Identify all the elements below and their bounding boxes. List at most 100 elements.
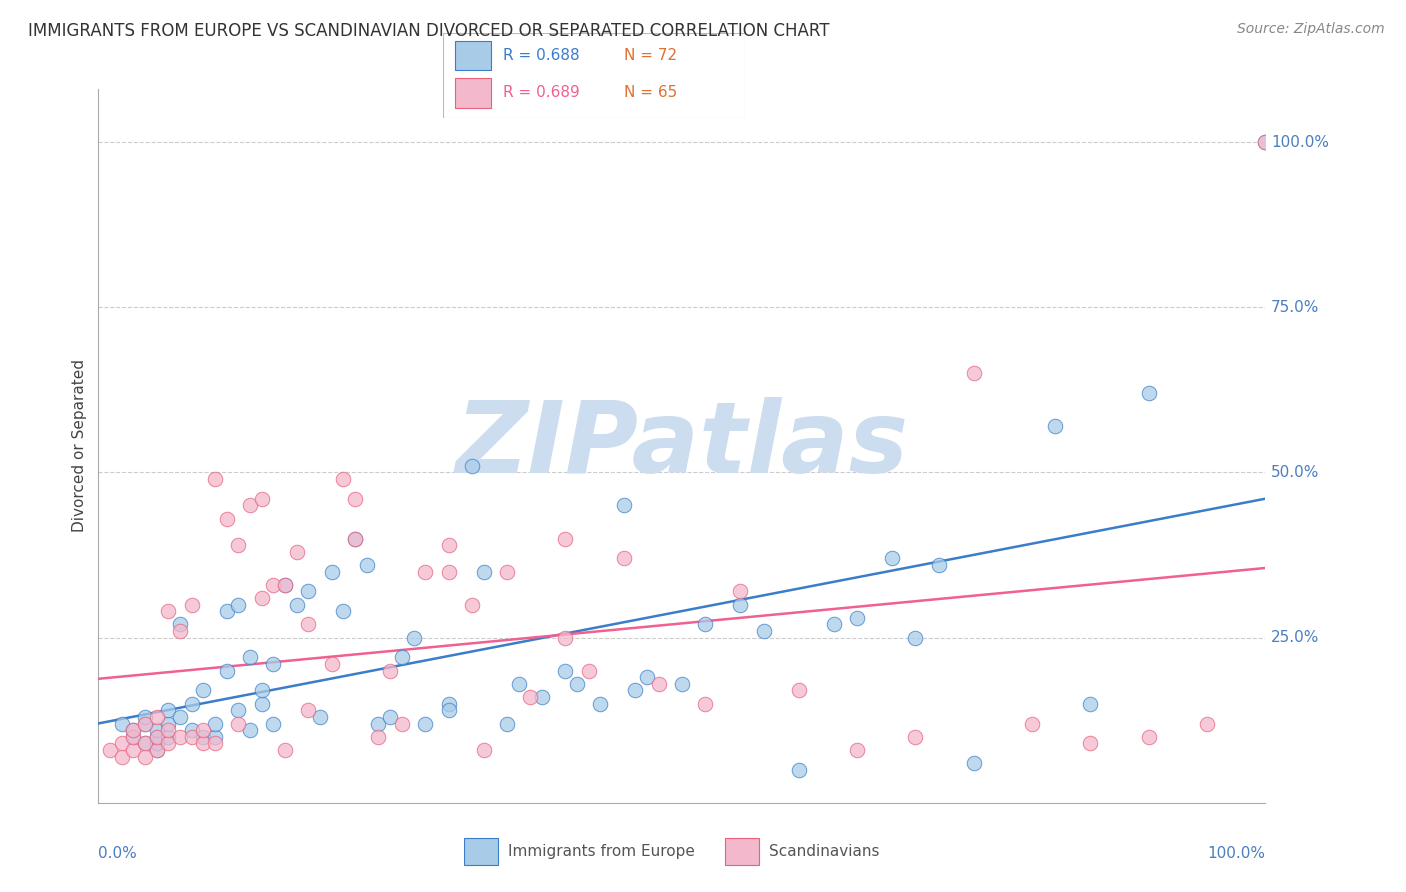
Text: IMMIGRANTS FROM EUROPE VS SCANDINAVIAN DIVORCED OR SEPARATED CORRELATION CHART: IMMIGRANTS FROM EUROPE VS SCANDINAVIAN D… — [28, 22, 830, 40]
Point — [169, 710, 191, 724]
Point — [193, 723, 215, 738]
Point — [250, 683, 273, 698]
Point — [250, 697, 273, 711]
Point — [730, 598, 752, 612]
Point — [111, 716, 134, 731]
Bar — [456, 78, 491, 108]
Point — [309, 710, 332, 724]
Point — [695, 617, 717, 632]
Point — [845, 611, 868, 625]
Point — [823, 617, 845, 632]
Text: ZIPatlas: ZIPatlas — [456, 398, 908, 494]
Point — [880, 551, 903, 566]
Point — [146, 710, 169, 724]
Point — [787, 763, 810, 777]
Point — [1045, 419, 1067, 434]
Point — [285, 545, 308, 559]
Point — [391, 716, 413, 731]
Point — [461, 458, 484, 473]
Text: 100.0%: 100.0% — [1271, 135, 1329, 150]
Text: 100.0%: 100.0% — [1208, 846, 1265, 861]
Point — [297, 584, 319, 599]
Point — [111, 736, 134, 750]
Point — [332, 472, 354, 486]
Point — [262, 578, 284, 592]
Point — [146, 736, 169, 750]
Point — [239, 723, 262, 738]
Point — [239, 499, 262, 513]
Point — [554, 631, 576, 645]
Point — [204, 736, 226, 750]
Point — [928, 558, 950, 572]
Point — [228, 703, 250, 717]
Point — [636, 670, 658, 684]
Point — [274, 743, 297, 757]
Point — [134, 736, 156, 750]
Point — [845, 743, 868, 757]
Point — [134, 736, 156, 750]
Point — [321, 657, 343, 671]
Point — [285, 598, 308, 612]
Text: 0.0%: 0.0% — [98, 846, 138, 861]
Point — [193, 730, 215, 744]
Point — [146, 743, 169, 757]
Point — [612, 499, 634, 513]
Point — [134, 710, 156, 724]
Point — [157, 736, 180, 750]
Text: 50.0%: 50.0% — [1271, 465, 1320, 480]
Point — [344, 532, 367, 546]
Point — [297, 703, 319, 717]
Point — [589, 697, 612, 711]
Point — [157, 723, 180, 738]
Point — [274, 578, 297, 592]
Text: N = 65: N = 65 — [624, 86, 678, 100]
Point — [1021, 716, 1043, 731]
Point — [146, 723, 169, 738]
Point — [413, 716, 436, 731]
Point — [297, 617, 319, 632]
Point — [180, 697, 202, 711]
Point — [262, 716, 284, 731]
Point — [228, 538, 250, 552]
Point — [157, 730, 180, 744]
Point — [495, 716, 517, 731]
Text: Scandinavians: Scandinavians — [769, 845, 880, 859]
Point — [332, 604, 354, 618]
Point — [122, 730, 145, 744]
Point — [344, 532, 367, 546]
Point — [437, 538, 460, 552]
Text: Immigrants from Europe: Immigrants from Europe — [509, 845, 695, 859]
Point — [904, 730, 927, 744]
Bar — [725, 838, 759, 865]
Point — [215, 604, 238, 618]
FancyBboxPatch shape — [443, 33, 745, 118]
Bar — [464, 838, 499, 865]
Point — [530, 690, 553, 704]
Text: 75.0%: 75.0% — [1271, 300, 1320, 315]
Point — [578, 664, 600, 678]
Point — [437, 565, 460, 579]
Point — [612, 551, 634, 566]
Point — [1137, 730, 1160, 744]
Point — [1254, 135, 1277, 149]
Point — [274, 578, 297, 592]
Point — [1080, 736, 1102, 750]
Point — [169, 730, 191, 744]
Point — [624, 683, 647, 698]
Point — [904, 631, 927, 645]
Point — [157, 604, 180, 618]
Point — [215, 511, 238, 525]
Point — [730, 584, 752, 599]
Point — [157, 703, 180, 717]
Point — [204, 716, 226, 731]
Point — [962, 756, 984, 771]
Point — [671, 677, 693, 691]
Point — [787, 683, 810, 698]
Point — [193, 736, 215, 750]
Point — [134, 716, 156, 731]
Point — [134, 749, 156, 764]
Point — [344, 491, 367, 506]
Point — [321, 565, 343, 579]
Point — [215, 664, 238, 678]
Point — [356, 558, 378, 572]
